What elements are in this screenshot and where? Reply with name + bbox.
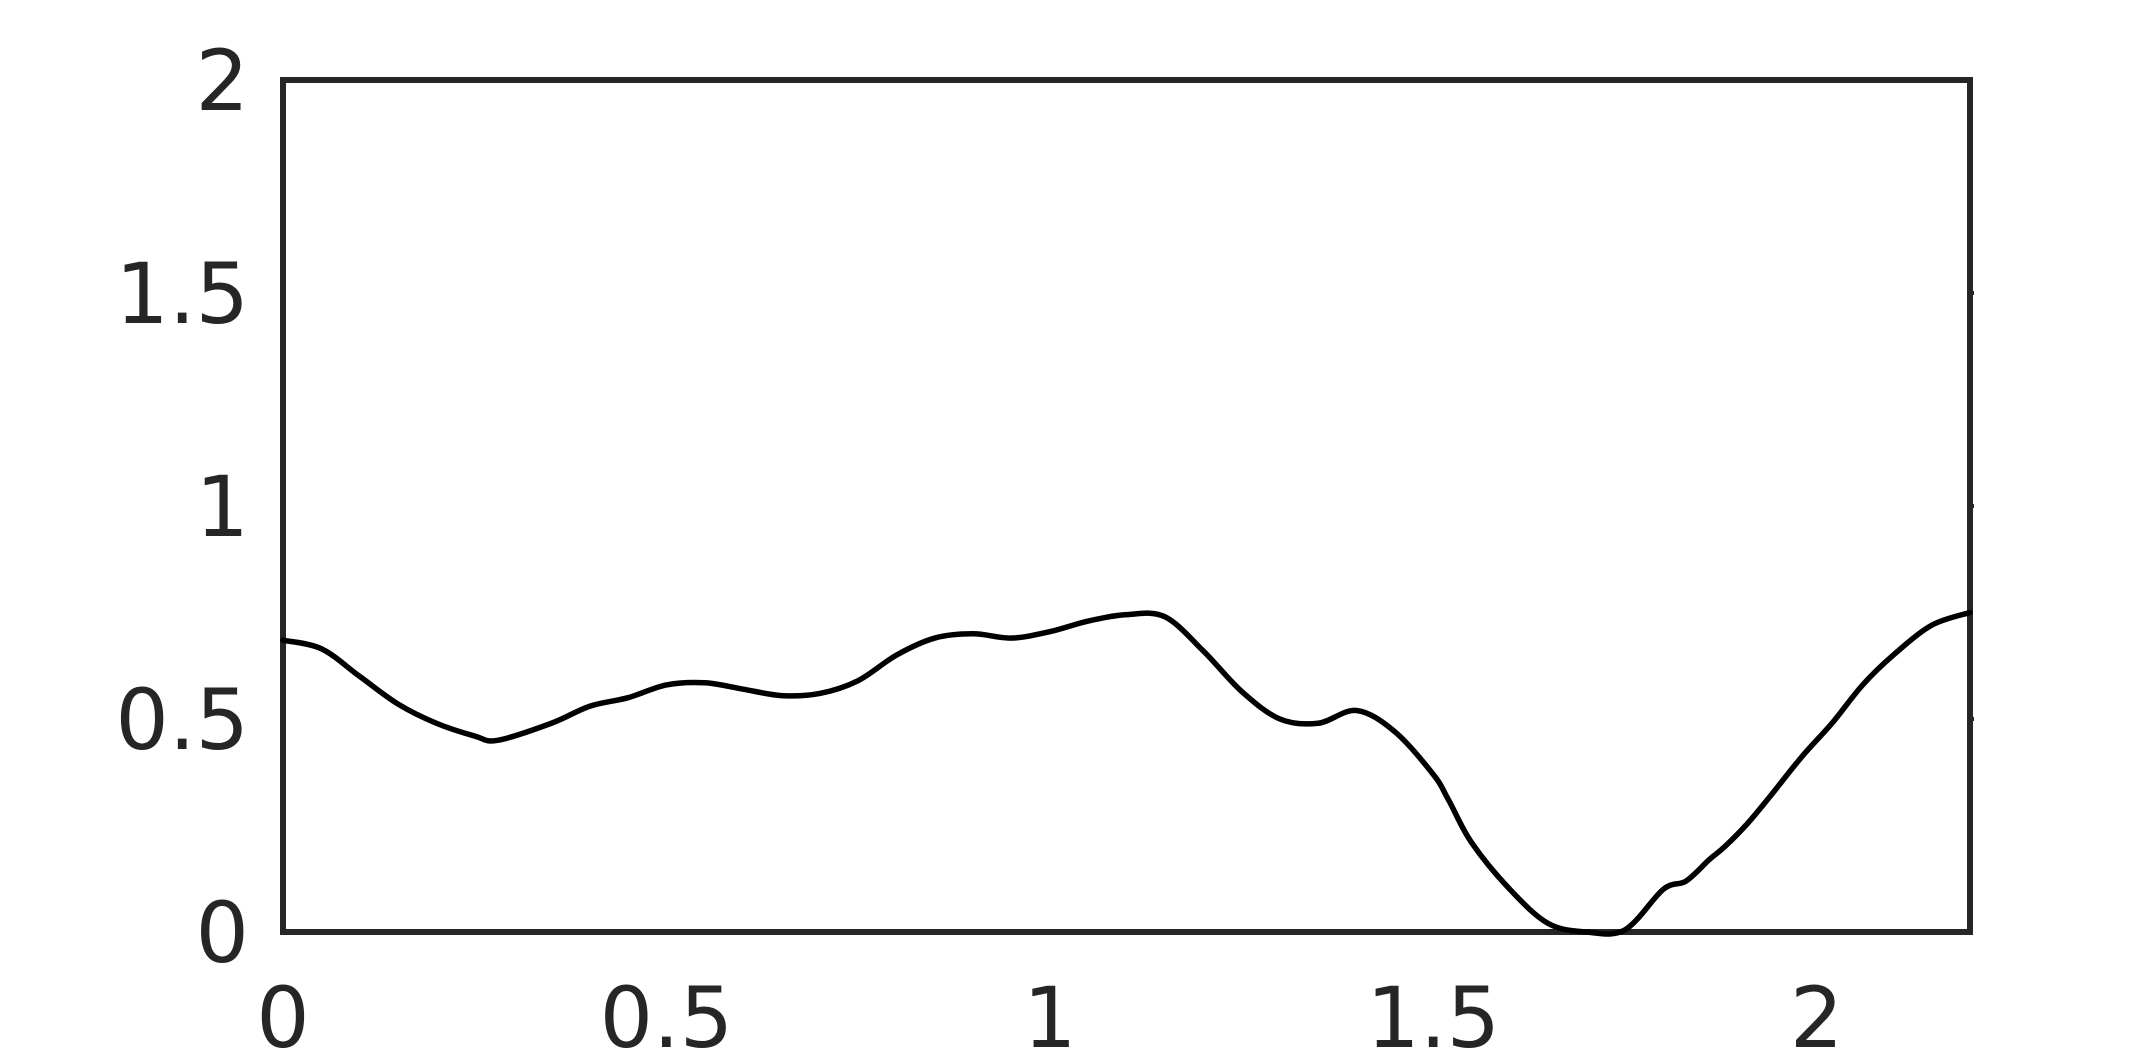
y-tick-label: 2 <box>196 32 249 130</box>
y-tick-label: 1 <box>196 458 249 556</box>
y-tick-label: 1.5 <box>115 245 249 343</box>
x-tick-label: 1 <box>1023 969 1076 1059</box>
plot-frame <box>280 77 1973 935</box>
y-axis: 0 0.5 1 1.5 2 <box>115 32 1974 982</box>
x-tick-label: 0 <box>256 969 309 1059</box>
x-tick-label: 2 <box>1790 969 1843 1059</box>
x-axis: 0 0.5 1 1.5 2 <box>256 969 1843 1059</box>
y-tick-label: 0.5 <box>115 671 249 769</box>
x-tick-label: 1.5 <box>1366 969 1500 1059</box>
x-tick-label: 0.5 <box>600 969 734 1059</box>
y-tick-label: 0 <box>196 884 249 982</box>
series-layer <box>280 609 1973 937</box>
series-line-1 <box>280 609 1973 937</box>
